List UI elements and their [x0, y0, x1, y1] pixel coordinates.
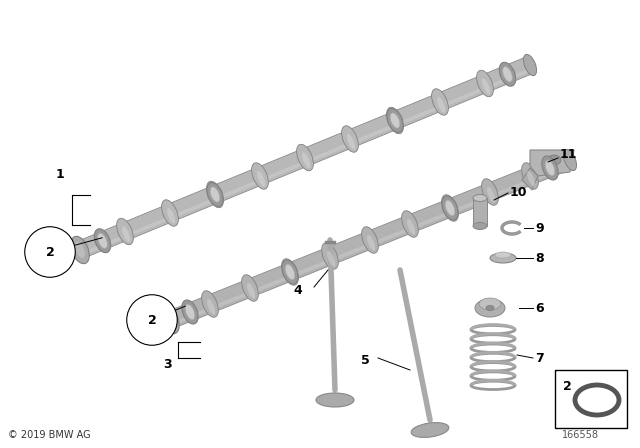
Ellipse shape — [495, 252, 511, 258]
Ellipse shape — [390, 113, 400, 128]
Ellipse shape — [167, 208, 175, 224]
Text: 2: 2 — [45, 246, 54, 258]
Ellipse shape — [296, 144, 314, 171]
Text: 4: 4 — [294, 284, 302, 297]
Ellipse shape — [482, 78, 490, 94]
Polygon shape — [77, 57, 533, 258]
Polygon shape — [166, 151, 573, 328]
Polygon shape — [171, 163, 572, 326]
Ellipse shape — [75, 241, 85, 258]
Ellipse shape — [387, 108, 403, 133]
Ellipse shape — [499, 62, 516, 86]
Text: 9: 9 — [535, 221, 543, 234]
Ellipse shape — [327, 251, 335, 267]
Ellipse shape — [431, 89, 449, 115]
Ellipse shape — [387, 107, 403, 134]
Ellipse shape — [437, 97, 445, 112]
Ellipse shape — [316, 393, 354, 407]
Ellipse shape — [487, 187, 495, 202]
Text: 5: 5 — [360, 353, 369, 366]
Ellipse shape — [164, 311, 175, 328]
Ellipse shape — [522, 163, 538, 189]
Polygon shape — [522, 168, 538, 190]
Ellipse shape — [94, 229, 111, 253]
Ellipse shape — [287, 267, 295, 283]
Ellipse shape — [473, 223, 487, 229]
Ellipse shape — [392, 116, 400, 131]
Ellipse shape — [563, 149, 577, 171]
Ellipse shape — [347, 134, 355, 150]
Ellipse shape — [407, 219, 415, 235]
Ellipse shape — [479, 298, 501, 310]
Ellipse shape — [442, 196, 458, 220]
Ellipse shape — [207, 299, 215, 314]
Ellipse shape — [342, 126, 358, 152]
Ellipse shape — [242, 275, 259, 301]
Ellipse shape — [212, 190, 220, 205]
Ellipse shape — [477, 70, 493, 97]
Ellipse shape — [207, 182, 223, 207]
Text: 2: 2 — [148, 314, 156, 327]
Ellipse shape — [207, 181, 223, 208]
Ellipse shape — [161, 306, 179, 334]
Bar — [555, 370, 627, 428]
Ellipse shape — [252, 163, 268, 189]
Ellipse shape — [524, 54, 536, 76]
Ellipse shape — [445, 200, 455, 215]
Ellipse shape — [362, 227, 378, 253]
Ellipse shape — [116, 218, 133, 245]
Ellipse shape — [202, 291, 218, 317]
Ellipse shape — [302, 152, 310, 168]
Text: 11: 11 — [560, 148, 577, 161]
Text: 6: 6 — [535, 302, 543, 314]
Ellipse shape — [367, 235, 375, 250]
Polygon shape — [81, 68, 532, 256]
Ellipse shape — [210, 187, 220, 202]
Ellipse shape — [122, 226, 131, 242]
Ellipse shape — [442, 195, 458, 221]
Text: 8: 8 — [535, 251, 543, 264]
Ellipse shape — [502, 67, 513, 82]
Ellipse shape — [482, 179, 499, 205]
Ellipse shape — [162, 200, 179, 226]
Ellipse shape — [490, 253, 516, 263]
Ellipse shape — [257, 171, 265, 187]
Text: 3: 3 — [164, 358, 172, 371]
Text: 10: 10 — [510, 186, 527, 199]
Ellipse shape — [545, 160, 555, 176]
Ellipse shape — [402, 211, 419, 237]
Bar — [473, 198, 487, 226]
Ellipse shape — [447, 203, 455, 219]
Ellipse shape — [71, 237, 89, 264]
Ellipse shape — [486, 306, 494, 310]
Ellipse shape — [322, 243, 339, 269]
Polygon shape — [530, 150, 574, 176]
Ellipse shape — [282, 259, 298, 285]
Text: 166558: 166558 — [561, 430, 598, 440]
Ellipse shape — [527, 171, 535, 187]
Text: 1: 1 — [56, 168, 65, 181]
Text: 7: 7 — [535, 352, 544, 365]
Text: 2: 2 — [563, 380, 572, 393]
Ellipse shape — [182, 300, 198, 324]
Ellipse shape — [411, 422, 449, 437]
Ellipse shape — [473, 194, 487, 202]
Ellipse shape — [98, 233, 108, 248]
Ellipse shape — [475, 299, 505, 317]
Ellipse shape — [282, 260, 298, 284]
Ellipse shape — [247, 283, 255, 299]
Ellipse shape — [542, 156, 558, 180]
Text: © 2019 BMW AG: © 2019 BMW AG — [8, 430, 91, 440]
Ellipse shape — [547, 155, 561, 165]
Ellipse shape — [285, 264, 295, 280]
Ellipse shape — [185, 304, 195, 320]
